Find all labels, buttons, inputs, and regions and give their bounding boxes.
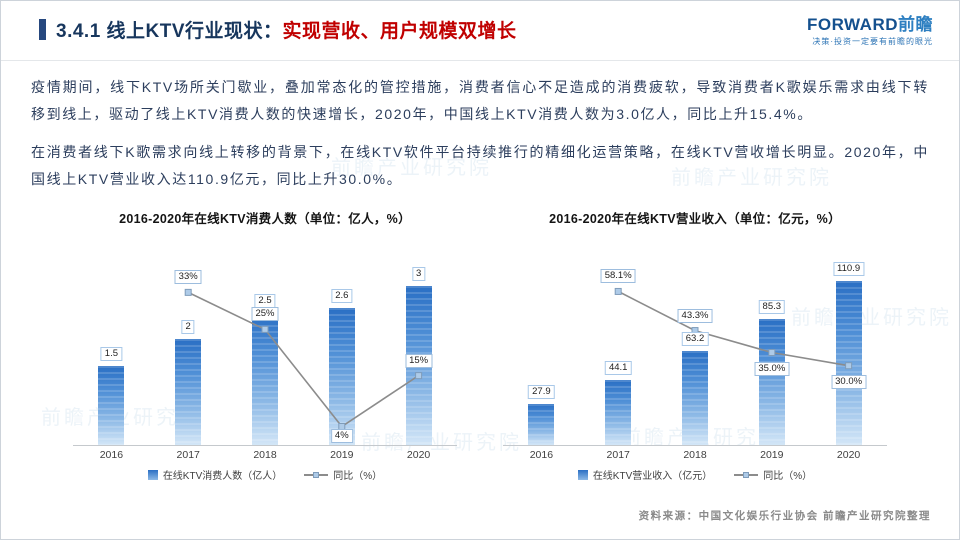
line-marker-icon (313, 471, 320, 478)
line-series-swatch (734, 471, 759, 478)
growth-value-label: 58.1% (600, 269, 636, 284)
legend-item-line: 同比（%） (304, 467, 382, 482)
data-source: 资料来源：中国文化娱乐行业协会 前瞻产业研究院整理 (638, 510, 931, 522)
bar (758, 318, 785, 445)
x-axis-label: 2019 (330, 449, 354, 461)
legend-item-bar: 在线KTV消费人数（亿人） (147, 467, 283, 482)
bar-value-label: 27.9 (528, 384, 555, 399)
bar (252, 312, 278, 445)
growth-value-label: 15% (405, 353, 433, 368)
legend-label: 同比（%） (763, 471, 813, 482)
x-axis-label: 2017 (606, 449, 630, 461)
growth-value-label: 35.0% (754, 361, 790, 376)
bar-series-swatch (147, 469, 158, 480)
growth-value-label: 43.3% (677, 308, 713, 323)
page-title: 3.4.1 线上KTV行业现状：实现营收、用户规模双增长 (39, 16, 517, 43)
title-section-number: 3.4.1 线上KTV行业现状： (56, 21, 283, 42)
bar-value-label: 2.5 (254, 293, 276, 308)
bar (175, 339, 202, 445)
growth-rate-line (614, 287, 853, 370)
legend-item-bar: 在线KTV营业收入（亿元） (577, 467, 713, 482)
growth-value-label: 4% (330, 429, 353, 443)
chart-title: 2016-2020年在线KTV营业收入（单位：亿元，%） (549, 212, 841, 226)
charts-row: 2016-2020年在线KTV消费人数（单位：亿人，%） 1.5 2 2.5 2.6 3… (31, 204, 929, 482)
chart-revenue: 2016-2020年在线KTV营业收入（单位：亿元，%） 27.9 44.1 63.… (503, 208, 887, 482)
chart-title: 2016-2020年在线KTV消费人数（单位：亿人，%） (119, 212, 411, 226)
chart-plot-area: 1.5 2 2.5 2.6 3 33% 25% 4% 15% (73, 238, 457, 446)
x-axis-label: 2019 (760, 449, 784, 461)
bar (528, 403, 555, 445)
x-axis-labels: 2016 2017 2018 2019 2020 (503, 446, 887, 464)
line-series-swatch (304, 471, 329, 478)
bar (328, 307, 355, 445)
logo-tagline: 决策·投资一定要有前瞻的眼光 (812, 36, 933, 46)
bar (682, 351, 708, 445)
line-marker-icon (743, 471, 750, 478)
growth-value-label: 25% (251, 307, 279, 322)
logo-en-text: FORWARD (806, 15, 898, 34)
title-highlight: 实现营收、用户规模双增长 (282, 21, 517, 42)
x-axis-label: 2016 (99, 449, 124, 461)
bar-value-label: 44.1 (604, 360, 632, 375)
legend-label: 在线KTV消费人数（亿人） (162, 471, 283, 482)
slide-header: 3.4.1 线上KTV行业现状：实现营收、用户规模双增长 FORWARD前瞻 决… (1, 1, 959, 61)
x-axis-labels: 2016 2017 2018 2019 2020 (73, 446, 457, 464)
chart-legend: 在线KTV消费人数（亿人） 同比（%） (73, 467, 457, 482)
growth-rate-line (184, 288, 423, 430)
logo-wordmark: FORWARD前瞻 (806, 15, 933, 35)
title-text: 3.4.1 线上KTV行业现状：实现营收、用户规模双增长 (56, 16, 517, 43)
bar-value-label: 63.2 (681, 332, 709, 347)
growth-value-label: 30.0% (831, 374, 867, 389)
x-axis-label: 2017 (176, 449, 200, 461)
slide-body: 疫情期间，线下KTV场所关门歇业，叠加常态化的管控措施，消费者信心不足造成的消费… (1, 61, 959, 482)
paragraph-revenue: 在消费者线下K歌需求向线上转移的背景下，在线KTV软件平台持续推行的精细化运营策… (31, 144, 929, 187)
x-axis-label: 2020 (406, 449, 431, 461)
bar (605, 379, 632, 445)
bar-value-label: 85.3 (758, 299, 786, 314)
chart-legend: 在线KTV营业收入（亿元） 同比（%） (503, 467, 887, 482)
paragraph-consumers: 疫情期间，线下KTV场所关门歇业，叠加常态化的管控措施，消费者信心不足造成的消费… (31, 79, 929, 122)
bar-value-label: 1.5 (100, 346, 122, 361)
bar-value-label: 3 (411, 267, 426, 282)
bar-value-label: 2.6 (331, 288, 353, 303)
x-axis-label: 2020 (836, 449, 861, 461)
bar (98, 365, 125, 445)
x-axis-label: 2018 (683, 449, 707, 461)
forward-logo: FORWARD前瞻 决策·投资一定要有前瞻的眼光 (806, 15, 933, 46)
x-axis-label: 2018 (253, 449, 277, 461)
x-axis-label: 2016 (529, 449, 554, 461)
legend-label: 在线KTV营业收入（亿元） (592, 471, 713, 482)
legend-label: 同比（%） (333, 471, 383, 482)
title-accent-bar (39, 19, 46, 40)
bar-value-label: 2 (181, 320, 195, 335)
chart-plot-area: 27.9 44.1 63.2 85.3 110.9 58.1% 43.3% 35.0% 30.0… (503, 238, 887, 446)
legend-item-line: 同比（%） (734, 467, 812, 482)
chart-consumers: 2016-2020年在线KTV消费人数（单位：亿人，%） 1.5 2 2.5 2.6 3… (73, 208, 457, 482)
bar-value-label: 110.9 (833, 261, 865, 276)
logo-cn-text: 前瞻 (898, 15, 933, 34)
bar-series-swatch (577, 469, 588, 480)
growth-value-label: 33% (174, 270, 202, 285)
